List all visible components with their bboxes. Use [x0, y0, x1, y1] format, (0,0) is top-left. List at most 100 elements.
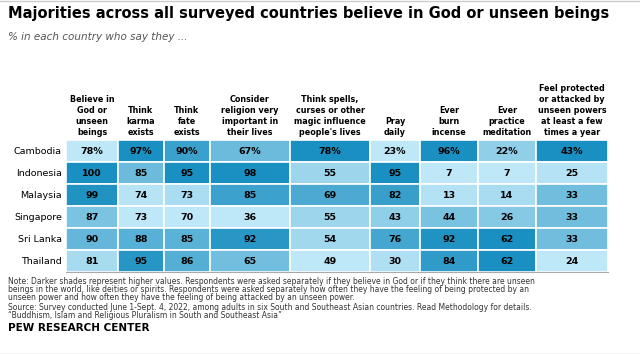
- Bar: [118, 184, 164, 206]
- Text: 76: 76: [388, 234, 402, 244]
- Text: 98: 98: [243, 169, 257, 177]
- Text: 67%: 67%: [239, 147, 261, 155]
- Bar: [370, 228, 420, 250]
- Bar: [210, 250, 290, 272]
- Text: 95: 95: [180, 169, 193, 177]
- Bar: [210, 140, 290, 162]
- Bar: [370, 140, 420, 162]
- Bar: [536, 140, 608, 162]
- Bar: [164, 206, 210, 228]
- Text: 92: 92: [243, 234, 257, 244]
- Text: 92: 92: [442, 234, 456, 244]
- Text: 43%: 43%: [561, 147, 583, 155]
- Text: 54: 54: [323, 234, 337, 244]
- Text: 55: 55: [323, 169, 337, 177]
- Text: Think spells,
curses or other
magic influence
people's lives: Think spells, curses or other magic infl…: [294, 95, 366, 137]
- Bar: [118, 206, 164, 228]
- Bar: [290, 184, 370, 206]
- Text: 30: 30: [388, 257, 401, 266]
- Text: 90%: 90%: [176, 147, 198, 155]
- Text: Malaysia: Malaysia: [20, 190, 62, 200]
- Bar: [164, 250, 210, 272]
- Bar: [290, 140, 370, 162]
- Bar: [290, 250, 370, 272]
- Text: Believe in
God or
unseen
beings: Believe in God or unseen beings: [70, 95, 115, 137]
- Text: Sri Lanka: Sri Lanka: [18, 234, 62, 244]
- Bar: [164, 184, 210, 206]
- Text: Ever
practice
meditation: Ever practice meditation: [483, 106, 532, 137]
- Text: Cambodia: Cambodia: [14, 147, 62, 155]
- Text: “Buddhism, Islam and Religious Pluralism in South and Southeast Asia”: “Buddhism, Islam and Religious Pluralism…: [8, 311, 282, 320]
- Text: 90: 90: [85, 234, 99, 244]
- Bar: [536, 206, 608, 228]
- Text: Consider
religion very
important in
their lives: Consider religion very important in thei…: [221, 95, 279, 137]
- Text: Singapore: Singapore: [14, 212, 62, 222]
- Text: 33: 33: [566, 190, 579, 200]
- Bar: [118, 228, 164, 250]
- Bar: [118, 140, 164, 162]
- Text: beings in the world, like deities or spirits. Respondents were asked separately : beings in the world, like deities or spi…: [8, 285, 529, 294]
- Text: 26: 26: [500, 212, 514, 222]
- Bar: [290, 162, 370, 184]
- Text: 99: 99: [85, 190, 99, 200]
- Text: 73: 73: [180, 190, 193, 200]
- Bar: [370, 184, 420, 206]
- Text: 62: 62: [500, 234, 514, 244]
- Text: Ever
burn
incense: Ever burn incense: [431, 106, 467, 137]
- Bar: [66, 140, 118, 162]
- Text: 25: 25: [565, 169, 579, 177]
- Bar: [290, 228, 370, 250]
- Bar: [420, 162, 478, 184]
- Text: 62: 62: [500, 257, 514, 266]
- Text: 96%: 96%: [438, 147, 460, 155]
- Text: Think
fate
exists: Think fate exists: [173, 106, 200, 137]
- Text: Pray
daily: Pray daily: [384, 117, 406, 137]
- Text: 97%: 97%: [130, 147, 152, 155]
- Bar: [66, 228, 118, 250]
- Bar: [210, 206, 290, 228]
- Bar: [420, 228, 478, 250]
- Text: 65: 65: [243, 257, 257, 266]
- Text: 13: 13: [442, 190, 456, 200]
- Text: 33: 33: [566, 212, 579, 222]
- Text: 70: 70: [180, 212, 193, 222]
- Text: 84: 84: [442, 257, 456, 266]
- Text: 24: 24: [565, 257, 579, 266]
- Text: 7: 7: [504, 169, 510, 177]
- Text: 43: 43: [388, 212, 401, 222]
- Text: unseen power and how often they have the feeling of being attacked by an unseen : unseen power and how often they have the…: [8, 293, 355, 302]
- Text: Majorities across all surveyed countries believe in God or unseen beings: Majorities across all surveyed countries…: [8, 6, 609, 21]
- Text: 95: 95: [388, 169, 401, 177]
- Text: 100: 100: [82, 169, 102, 177]
- Bar: [164, 140, 210, 162]
- Text: 78%: 78%: [81, 147, 104, 155]
- Bar: [210, 162, 290, 184]
- Bar: [370, 250, 420, 272]
- Text: 81: 81: [85, 257, 99, 266]
- Bar: [478, 250, 536, 272]
- Bar: [536, 228, 608, 250]
- Text: 87: 87: [85, 212, 99, 222]
- Bar: [164, 228, 210, 250]
- Text: 85: 85: [134, 169, 148, 177]
- Bar: [118, 250, 164, 272]
- Bar: [478, 184, 536, 206]
- Bar: [164, 162, 210, 184]
- Text: 14: 14: [500, 190, 514, 200]
- Text: 88: 88: [134, 234, 148, 244]
- Bar: [478, 228, 536, 250]
- Bar: [210, 184, 290, 206]
- Text: 74: 74: [134, 190, 148, 200]
- Bar: [478, 140, 536, 162]
- Bar: [536, 184, 608, 206]
- Bar: [290, 206, 370, 228]
- Text: 49: 49: [323, 257, 337, 266]
- Text: 78%: 78%: [319, 147, 341, 155]
- Text: PEW RESEARCH CENTER: PEW RESEARCH CENTER: [8, 323, 150, 333]
- Bar: [66, 162, 118, 184]
- Text: Thailand: Thailand: [21, 257, 62, 266]
- Bar: [536, 250, 608, 272]
- Text: Source: Survey conducted June 1-Sept. 4, 2022, among adults in six South and Sou: Source: Survey conducted June 1-Sept. 4,…: [8, 303, 532, 312]
- Text: 86: 86: [180, 257, 194, 266]
- Text: Think
karma
exists: Think karma exists: [127, 106, 156, 137]
